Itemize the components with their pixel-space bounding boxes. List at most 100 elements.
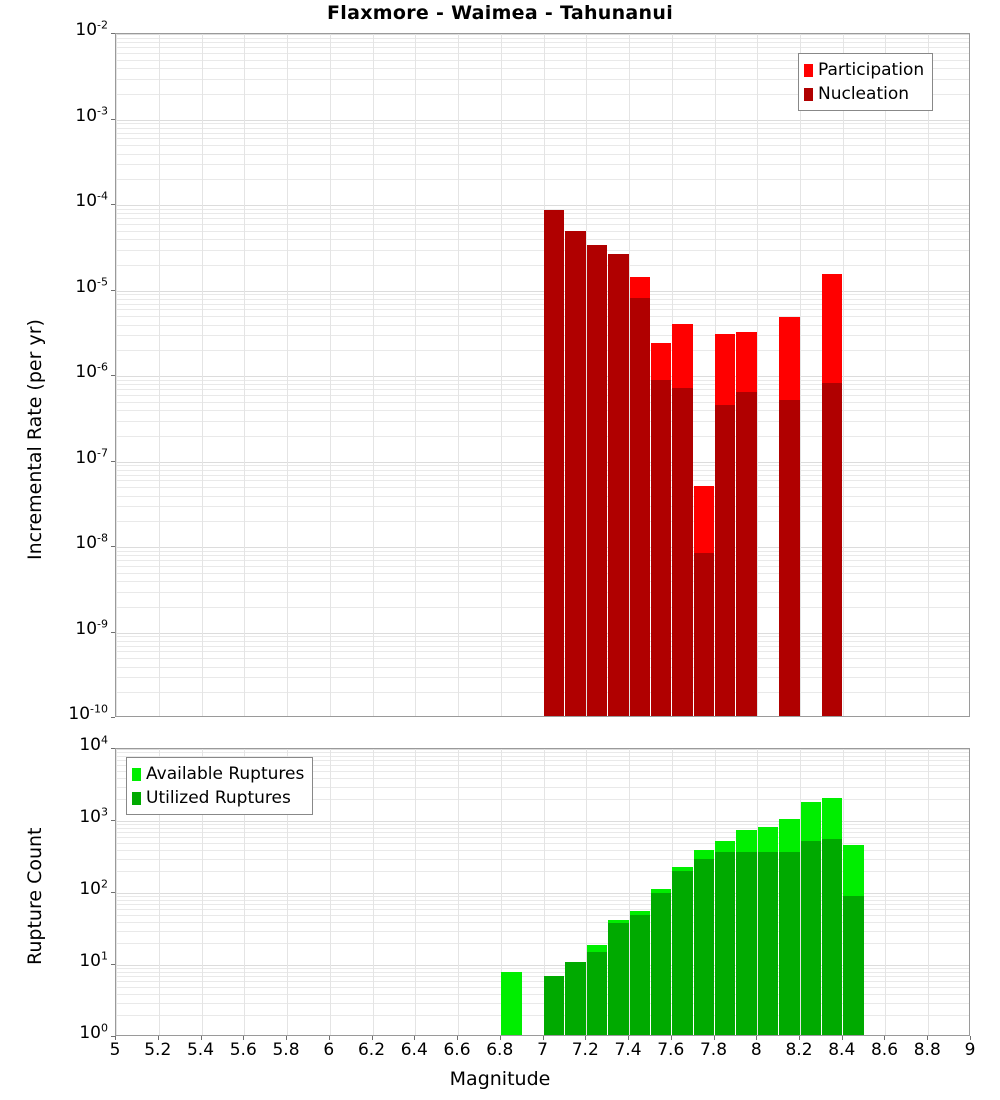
gridline	[116, 607, 969, 608]
gridline	[885, 34, 886, 716]
x-tick-mark	[756, 1036, 757, 1040]
gridline	[415, 34, 416, 716]
gridline	[116, 981, 969, 982]
gridline	[116, 581, 969, 582]
y-tick-label: 100	[79, 1021, 108, 1043]
gridline	[116, 133, 969, 134]
x-tick-label: 9	[964, 1040, 976, 1060]
gridline	[116, 900, 969, 901]
y-tick-label: 10-7	[75, 445, 108, 468]
gridline	[116, 506, 969, 507]
bar-nucleation	[779, 400, 800, 716]
bar-utilized-ruptures	[586, 952, 608, 1035]
y-tick-mark	[111, 461, 115, 462]
bar-utilized-ruptures	[693, 858, 714, 1035]
legend-rupture-count: Available Ruptures Utilized Ruptures	[126, 757, 314, 815]
x-tick-mark	[286, 1036, 287, 1040]
bar-nucleation	[715, 404, 736, 716]
y-tick-label: 10-9	[75, 616, 108, 639]
gridline	[373, 34, 374, 716]
gridline	[116, 667, 969, 668]
y-tick-label: 10-6	[75, 360, 108, 382]
gridline	[116, 636, 969, 637]
gridline	[116, 931, 969, 932]
x-tick-mark	[927, 1036, 928, 1040]
bar-utilized-ruptures	[650, 893, 672, 1035]
gridline	[116, 752, 969, 753]
legend-label-available: Available Ruptures	[146, 763, 305, 784]
x-tick-mark	[628, 1036, 629, 1040]
gridline	[116, 765, 969, 766]
gridline	[116, 871, 969, 872]
gridline	[586, 34, 587, 716]
y-tick-mark	[111, 748, 115, 749]
x-tick-mark	[457, 1036, 458, 1040]
gridline	[116, 972, 969, 973]
y-tick-mark	[111, 632, 115, 633]
x-tick-label: 6	[323, 1040, 335, 1060]
gridline	[116, 821, 969, 822]
y-tick-mark	[111, 33, 115, 34]
gridline	[116, 843, 969, 844]
gridline	[116, 465, 969, 466]
x-tick-mark	[884, 1036, 885, 1040]
gridline	[116, 859, 969, 860]
y-tick-mark	[111, 290, 115, 291]
x-tick-mark	[543, 1036, 544, 1040]
gridline	[116, 756, 969, 757]
gridline	[116, 299, 969, 300]
bar-nucleation	[608, 253, 629, 716]
top-y-axis-label: Incremental Rate (per yr)	[24, 319, 46, 560]
gridline	[287, 34, 288, 716]
x-tick-label: 6.2	[357, 1040, 386, 1060]
x-tick-label: 6.6	[443, 1040, 471, 1060]
gridline	[244, 749, 245, 1035]
gridline	[116, 521, 969, 522]
gridline	[116, 34, 969, 35]
gridline	[928, 34, 929, 716]
gridline	[116, 350, 969, 351]
x-tick-mark	[585, 1036, 586, 1040]
y-tick-label: 101	[79, 949, 108, 971]
y-tick-mark	[111, 964, 115, 965]
gridline	[843, 34, 844, 716]
gridline	[116, 309, 969, 310]
gridline	[116, 778, 969, 779]
gridline	[116, 749, 117, 1035]
gridline	[586, 749, 587, 1035]
y-tick-label: 10-8	[75, 531, 108, 553]
gridline	[800, 34, 801, 716]
gridline	[116, 658, 969, 659]
bar-nucleation	[586, 245, 608, 716]
gridline	[116, 677, 969, 678]
gridline	[458, 749, 459, 1035]
gridline	[116, 231, 969, 232]
y-tick-mark	[111, 717, 115, 718]
gridline	[116, 68, 969, 69]
x-tick-label: 7.2	[571, 1040, 599, 1060]
incremental-rate-plot	[115, 33, 970, 717]
bar-utilized-ruptures	[544, 976, 565, 1035]
gridline	[116, 209, 969, 210]
y-tick-label: 103	[79, 805, 108, 827]
gridline	[116, 480, 969, 481]
x-tick-mark	[671, 1036, 672, 1040]
gridline	[116, 760, 969, 761]
gridline	[116, 120, 969, 121]
gridline	[116, 824, 969, 825]
bar-utilized-ruptures	[629, 914, 650, 1035]
gridline	[544, 749, 545, 1035]
gridline	[116, 573, 969, 574]
gridline	[116, 224, 969, 225]
gridline	[116, 837, 969, 838]
gridline	[116, 651, 969, 652]
x-tick-mark	[243, 1036, 244, 1040]
gridline	[116, 213, 969, 214]
gridline	[116, 1003, 969, 1004]
gridline	[116, 987, 969, 988]
x-tick-label: 5.6	[229, 1040, 257, 1060]
gridline	[116, 389, 969, 390]
nucleation-swatch-icon	[804, 87, 813, 101]
gridline	[116, 250, 969, 251]
